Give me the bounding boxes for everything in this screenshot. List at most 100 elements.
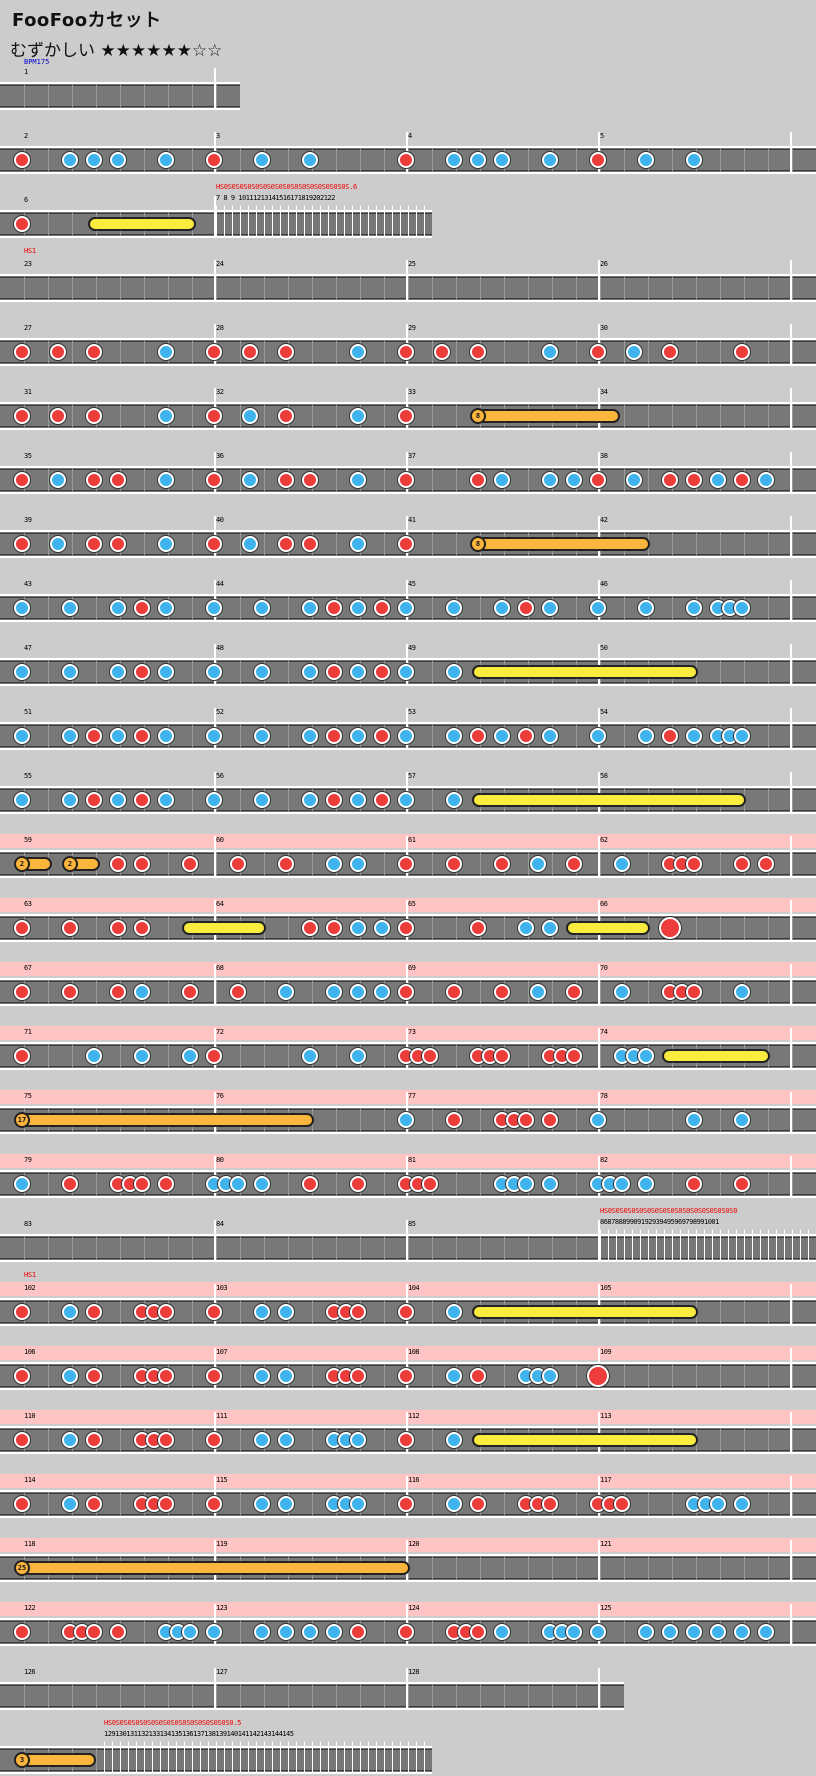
beat-tick [768, 1365, 769, 1387]
don-note [326, 920, 342, 936]
beat-tick [144, 533, 145, 555]
beat-tick [96, 1237, 97, 1259]
measure-line [790, 324, 792, 366]
beat-tick [312, 405, 313, 427]
beat-tick [408, 1237, 409, 1259]
ka-note [542, 1176, 558, 1192]
beat-tick [456, 341, 457, 363]
beat-tick [768, 597, 769, 619]
beat-tick [48, 1685, 49, 1707]
beat-tick [216, 853, 217, 875]
beat-tick [72, 1685, 73, 1707]
beat-tick [792, 1429, 793, 1451]
track-edge [0, 1708, 624, 1710]
beat-tick [720, 1557, 721, 1579]
don-note [134, 600, 150, 616]
measure-line [598, 1028, 600, 1070]
ka-note [446, 1432, 462, 1448]
beat-tick [384, 1365, 385, 1387]
measure-number: 37 [408, 452, 416, 460]
measure-number: 45 [408, 580, 416, 588]
track-edge [0, 722, 816, 724]
beat-tick [432, 1301, 433, 1323]
beat-tick [360, 1685, 361, 1707]
beat-tick [792, 469, 793, 491]
ka-note [242, 472, 258, 488]
beat-tick [432, 1237, 433, 1259]
beat-tick [168, 277, 169, 299]
beat-tick [48, 1045, 49, 1067]
beat-tick [648, 469, 649, 491]
beat-tick [576, 341, 577, 363]
beat-tick [576, 149, 577, 171]
ka-note [758, 1624, 774, 1640]
don-note [302, 1176, 318, 1192]
beat-tick [792, 789, 793, 811]
beat-tick [144, 1621, 145, 1643]
beat-tick [120, 1045, 121, 1067]
don-note [446, 1112, 462, 1128]
ka-note [566, 1624, 582, 1640]
measure-number: 124 [408, 1604, 420, 1612]
ka-note [350, 920, 366, 936]
difficulty-label: むずかしい [10, 41, 95, 61]
beat-tick [792, 597, 793, 619]
don-note [158, 1496, 174, 1512]
measure-number: 78 [600, 1092, 608, 1100]
balloon-count: 25 [14, 1560, 30, 1576]
ka-note [710, 1624, 726, 1640]
ka-note [542, 152, 558, 168]
beat-tick [264, 469, 265, 491]
drumroll-note [472, 793, 746, 807]
beat-tick [528, 1045, 529, 1067]
beat-tick [768, 533, 769, 555]
measure-line [790, 836, 792, 878]
measure-number: 85 [408, 1220, 416, 1228]
measure-line [790, 452, 792, 494]
don-note [686, 856, 702, 872]
measure-number: 110 [24, 1412, 36, 1420]
hs-label: HS1 [24, 1271, 36, 1279]
beat-tick [600, 1685, 601, 1707]
beat-tick [672, 1173, 673, 1195]
measure-number: 72 [216, 1028, 224, 1036]
beat-tick [288, 661, 289, 683]
ka-note [62, 1304, 78, 1320]
beat-tick [192, 1365, 193, 1387]
chart-row: 102 103 104 105 HS1 [0, 1271, 816, 1326]
beat-tick [696, 277, 697, 299]
don-note [158, 1176, 174, 1192]
don-note [134, 920, 150, 936]
balloon-count: 17 [14, 1112, 30, 1128]
don-note [374, 792, 390, 808]
beat-tick [456, 277, 457, 299]
don-note [566, 856, 582, 872]
measure-number: 3 [216, 132, 220, 140]
ka-note [302, 792, 318, 808]
ka-note [110, 728, 126, 744]
don-note [398, 472, 414, 488]
beat-tick [240, 1685, 241, 1707]
gogo-highlight [0, 1346, 816, 1360]
track-edge [0, 530, 816, 532]
ka-note [710, 472, 726, 488]
ka-note [530, 984, 546, 1000]
don-note [230, 984, 246, 1000]
beat-tick [720, 981, 721, 1003]
track-edge [0, 1068, 816, 1070]
ka-note [350, 1048, 366, 1064]
ka-note [638, 1048, 654, 1064]
ka-note [350, 344, 366, 360]
beat-tick [720, 1173, 721, 1195]
don-note [86, 536, 102, 552]
ka-note [62, 1432, 78, 1448]
beat-tick [528, 1237, 529, 1259]
don-note [398, 1624, 414, 1640]
don-note [206, 152, 222, 168]
beat-tick [696, 1557, 697, 1579]
measure-line [790, 388, 792, 430]
ka-note [86, 152, 102, 168]
ka-note [734, 728, 750, 744]
ka-note [14, 792, 30, 808]
beat-tick [120, 85, 121, 107]
